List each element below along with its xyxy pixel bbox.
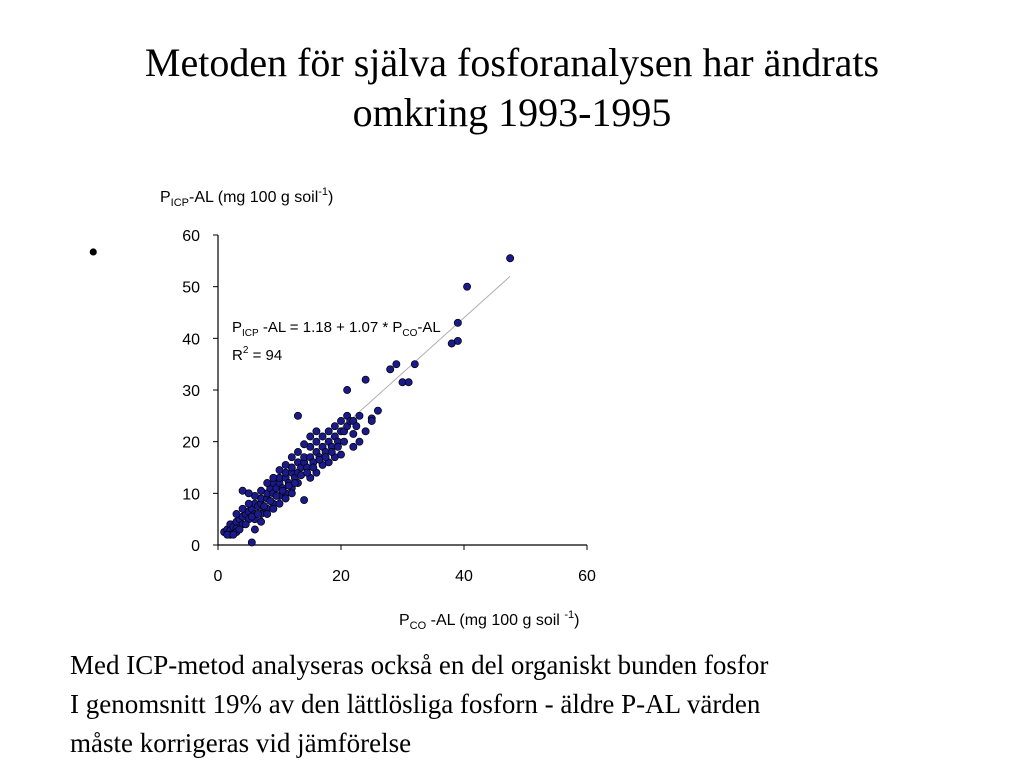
data-point — [244, 489, 253, 498]
data-point — [241, 520, 250, 529]
chart-axes — [217, 235, 587, 546]
data-point — [453, 318, 462, 327]
data-point — [506, 254, 515, 263]
data-point — [278, 486, 287, 495]
data-point — [269, 473, 278, 482]
data-point — [340, 437, 349, 446]
data-point — [257, 486, 266, 495]
data-point — [232, 510, 241, 518]
slide-title: Metoden för själva fosforanalysen har än… — [0, 38, 1024, 138]
data-point — [355, 437, 364, 446]
data-point — [303, 468, 312, 477]
data-point — [367, 417, 376, 425]
data-point — [260, 502, 269, 511]
data-point — [254, 510, 262, 518]
data-point — [453, 336, 462, 345]
data-point — [324, 427, 333, 436]
data-point — [250, 525, 259, 534]
regression-equation: PICP -AL = 1.18 + 1.07 * PCO-AL — [232, 319, 441, 339]
data-point — [410, 360, 419, 369]
data-point — [318, 432, 327, 441]
y-tick-label: 20 — [182, 435, 200, 452]
data-point — [392, 360, 401, 369]
y-tick-label: 60 — [182, 228, 200, 245]
x-tick-label: 0 — [214, 568, 223, 585]
caption-text: Med ICP-metod analyseras också en del or… — [70, 646, 1000, 763]
y-tick-label: 0 — [191, 538, 200, 555]
scatter-chart: 0 10 20 30 40 50 60 0 20 40 60 PICP-AL (mg 100 g s… — [160, 186, 596, 632]
data-point — [300, 440, 309, 449]
data-point — [330, 422, 339, 431]
data-point — [337, 450, 345, 459]
data-point — [290, 479, 299, 487]
slide-title-line-1: Metoden för själva fosforanalysen har än… — [144, 40, 880, 85]
data-point — [386, 365, 395, 374]
data-point — [281, 494, 290, 503]
y-tick-label: 10 — [182, 486, 200, 503]
y-tick-label: 50 — [182, 280, 200, 297]
x-tick-label: 20 — [332, 568, 350, 585]
data-point — [312, 437, 321, 446]
data-point — [266, 497, 275, 506]
caption-line-2: I genomsnitt 19% av den lättlösliga fosf… — [70, 689, 761, 719]
data-point — [361, 375, 370, 384]
caption-line-3: måste korrigeras vid jämförelse — [70, 728, 412, 758]
y-tick-label: 30 — [182, 383, 200, 400]
data-point — [463, 282, 472, 291]
data-point — [355, 411, 364, 420]
chart-ticks: 0 10 20 30 40 50 60 0 20 40 60 — [182, 228, 596, 585]
x-tick-label: 40 — [455, 568, 473, 585]
data-point — [269, 504, 278, 513]
bullet-marker: • — [88, 236, 99, 269]
data-point — [293, 448, 302, 456]
data-point — [287, 453, 296, 462]
data-point — [229, 530, 238, 539]
data-point — [333, 442, 342, 451]
data-point — [247, 538, 256, 547]
data-point — [272, 491, 281, 500]
data-point — [300, 496, 309, 504]
slide-title-line-2: omkring 1993-1995 — [352, 90, 672, 135]
data-point — [275, 499, 284, 508]
data-point — [349, 442, 358, 451]
data-point — [349, 429, 358, 438]
caption-line-1: Med ICP-metod analyseras också en del or… — [70, 650, 769, 680]
data-point — [312, 427, 321, 436]
data-points — [220, 254, 515, 547]
data-point — [306, 432, 315, 441]
y-tick-label: 40 — [182, 331, 200, 348]
data-point — [404, 378, 413, 387]
data-point — [275, 466, 284, 475]
x-tick-label: 60 — [578, 568, 596, 585]
r-squared-label: R2 = 94 — [232, 345, 282, 364]
data-point — [281, 460, 290, 469]
data-point — [238, 504, 247, 513]
data-point — [244, 499, 253, 508]
data-point — [352, 422, 361, 431]
data-point — [321, 453, 330, 462]
data-point — [235, 525, 244, 534]
data-point — [293, 411, 302, 420]
data-point — [361, 427, 370, 436]
data-point — [287, 489, 296, 498]
data-point — [343, 386, 352, 394]
data-point — [257, 517, 266, 526]
data-point — [263, 479, 272, 487]
data-point — [309, 463, 318, 472]
data-point — [327, 448, 336, 456]
y-axis-label: PICP-AL (mg 100 g soil-1) — [160, 186, 333, 209]
data-point — [263, 510, 272, 518]
x-axis-label: PCO -AL (mg 100 g soil -1) — [399, 609, 579, 632]
data-point — [337, 417, 345, 425]
data-point — [373, 406, 382, 415]
